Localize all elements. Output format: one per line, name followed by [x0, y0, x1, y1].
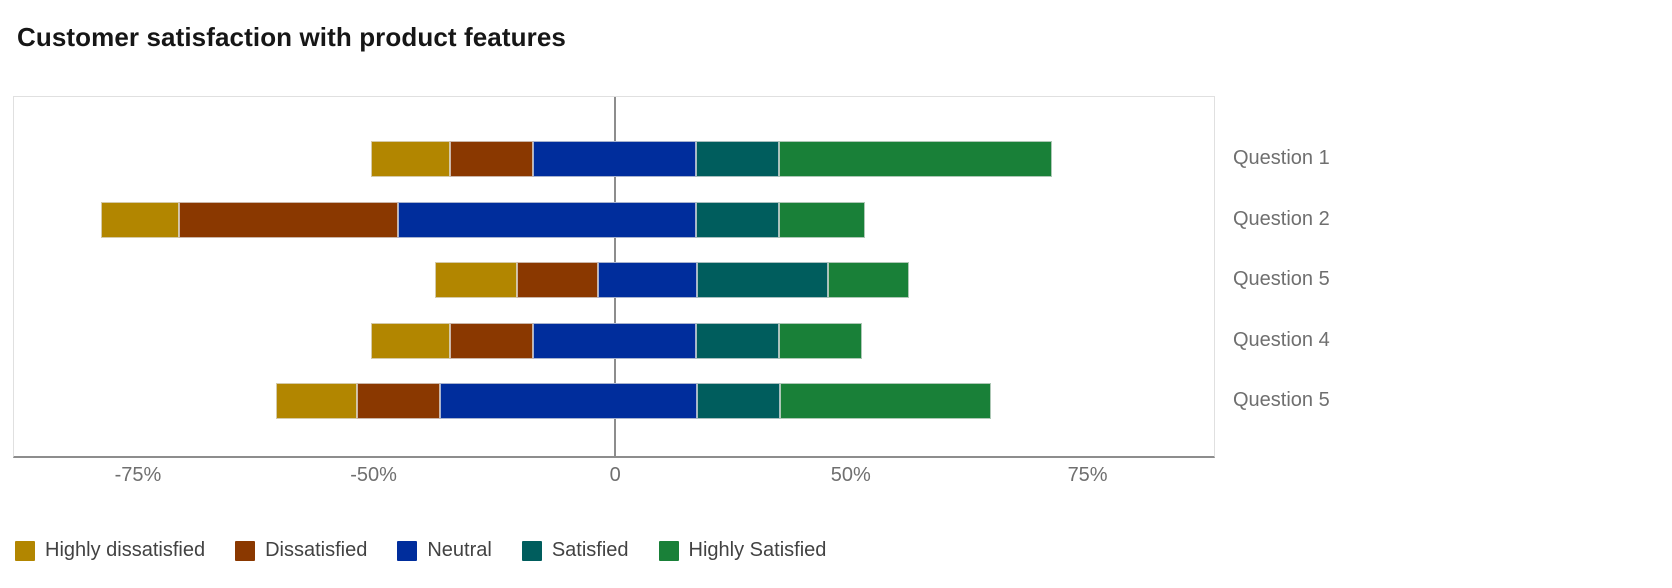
legend-label-neutral: Neutral — [427, 539, 492, 561]
legend-swatch-highly-satisfied — [658, 540, 679, 561]
bar-segment-neutral-row2[interactable] — [398, 201, 697, 238]
x-tick-label-50-: 50% — [830, 464, 871, 486]
category-label-2: Question 2 — [1233, 207, 1330, 230]
category-label-3: Question 5 — [1233, 268, 1330, 290]
bar-segment-satisfied-row3[interactable] — [697, 262, 829, 298]
category-label-1: Question 1 — [1233, 147, 1330, 169]
bar-segment-neutral-row1[interactable] — [532, 141, 697, 177]
category-label-4: Question 4 — [1233, 328, 1330, 351]
bar-segment-dissatisfied-row1[interactable] — [450, 141, 533, 177]
x-tick-label--75-: -75% — [114, 464, 162, 486]
bar-segment-neutral-row3[interactable] — [598, 262, 698, 298]
x-tick-label--50-: -50% — [350, 464, 397, 486]
bar-segment-dissatisfied-row4[interactable] — [450, 322, 533, 359]
x-tick-label-0: 0 — [609, 464, 621, 486]
bar-segment-neutral-row5[interactable] — [439, 383, 698, 419]
bar-row-2 — [14, 201, 1214, 238]
bar-segment-highly-satisfied-row1[interactable] — [779, 141, 1052, 177]
legend-swatch-satisfied — [521, 540, 542, 561]
bar-segment-satisfied-row2[interactable] — [696, 201, 780, 238]
legend-item-satisfied[interactable]: Satisfied — [521, 539, 629, 562]
legend-label-highly-dissatisfied: Highly dissatisfied — [45, 539, 206, 561]
category-axis: Question 1 Question 2 Question 5 Question 4… — [1233, 96, 1653, 458]
bar-segment-highly-satisfied-row4[interactable] — [779, 322, 863, 359]
bar-segment-satisfied-row4[interactable] — [696, 322, 780, 359]
bar-segment-highly-dissatisfied-row1[interactable] — [371, 141, 451, 177]
x-axis: -75% -50% 0 50% 75% — [13, 464, 1215, 490]
x-tick-label-75-: 75% — [1067, 464, 1108, 486]
legend-item-dissatisfied[interactable]: Dissatisfied — [235, 539, 367, 562]
bar-segment-highly-dissatisfied-row3[interactable] — [435, 262, 518, 298]
bar-segment-highly-satisfied-row2[interactable] — [779, 201, 866, 238]
legend-item-highly-satisfied[interactable]: Highly Satisfied — [658, 539, 827, 562]
plot-area — [13, 96, 1215, 458]
legend-label-highly-satisfied: Highly Satisfied — [688, 539, 827, 561]
legend-label-dissatisfied: Dissatisfied — [265, 539, 368, 561]
bar-segment-dissatisfied-row2[interactable] — [178, 201, 399, 238]
bar-segment-dissatisfied-row3[interactable] — [517, 262, 599, 298]
bar-row-3 — [14, 262, 1214, 298]
category-label-5: Question 5 — [1233, 389, 1330, 411]
legend-swatch-neutral — [397, 540, 418, 561]
bar-segment-satisfied-row5[interactable] — [697, 383, 781, 419]
chart-title: Customer satisfaction with product featu… — [17, 22, 566, 52]
bar-segment-highly-dissatisfied-row4[interactable] — [371, 322, 451, 359]
legend-swatch-dissatisfied — [235, 540, 256, 561]
bar-segment-highly-satisfied-row3[interactable] — [828, 262, 910, 298]
legend-swatch-highly-dissatisfied — [15, 540, 35, 561]
bar-segment-neutral-row4[interactable] — [532, 322, 697, 359]
bar-row-5 — [14, 383, 1214, 419]
legend: Highly dissatisfied Dissatisfied Neutral Sa… — [15, 539, 826, 562]
bar-segment-dissatisfied-row5[interactable] — [356, 383, 440, 419]
legend-label-satisfied: Satisfied — [551, 539, 629, 561]
bar-row-1 — [14, 141, 1214, 177]
legend-item-neutral[interactable]: Neutral — [397, 539, 492, 562]
legend-item-highly-dissatisfied[interactable]: Highly dissatisfied — [15, 539, 205, 562]
bar-segment-satisfied-row1[interactable] — [696, 141, 780, 177]
bar-segment-highly-satisfied-row5[interactable] — [780, 383, 991, 419]
bar-row-4 — [14, 322, 1214, 359]
bar-segment-highly-dissatisfied-row2[interactable] — [100, 201, 179, 238]
bar-segment-highly-dissatisfied-row5[interactable] — [275, 383, 357, 419]
